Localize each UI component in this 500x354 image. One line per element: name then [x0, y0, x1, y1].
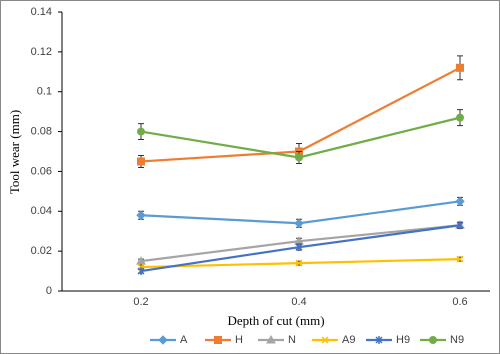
y-tick-label: 0.02 — [31, 245, 52, 257]
marker — [137, 127, 145, 136]
legend-label: N — [288, 334, 296, 346]
marker — [456, 63, 464, 72]
marker — [455, 196, 465, 207]
y-tick-label: 0 — [46, 285, 52, 297]
marker — [295, 153, 303, 162]
marker — [456, 255, 464, 263]
marker — [294, 218, 304, 228]
marker — [456, 221, 464, 230]
marker — [136, 256, 146, 265]
y-tick-label: 0.06 — [31, 165, 52, 177]
marker — [137, 267, 145, 276]
x-tick-label: 0.2 — [133, 296, 148, 308]
marker — [375, 336, 383, 344]
y-tick-label: 0.14 — [31, 6, 52, 18]
y-axis-title: Tool wear (mm) — [7, 110, 22, 194]
legend-label: N9 — [450, 334, 464, 346]
y-tick-label: 0.08 — [31, 125, 52, 137]
x-tick-label: 0.6 — [452, 296, 467, 308]
marker — [295, 259, 303, 267]
x-tick-label: 0.4 — [291, 296, 306, 308]
marker — [136, 210, 146, 220]
marker — [158, 335, 168, 345]
marker — [137, 157, 145, 166]
y-tick-label: 0.12 — [31, 46, 52, 58]
marker — [266, 334, 276, 344]
legend-label: H — [235, 334, 243, 346]
marker — [456, 113, 464, 122]
marker — [295, 243, 303, 252]
legend-label: H9 — [396, 334, 410, 346]
legend-label: A9 — [342, 334, 355, 346]
marker — [214, 336, 222, 344]
legend-label: A — [180, 334, 188, 346]
x-axis-title: Depth of cut (mm) — [227, 313, 324, 328]
y-tick-label: 0.04 — [31, 205, 52, 217]
marker — [429, 336, 437, 344]
marker — [321, 336, 329, 344]
y-tick-label: 0.1 — [37, 86, 52, 98]
